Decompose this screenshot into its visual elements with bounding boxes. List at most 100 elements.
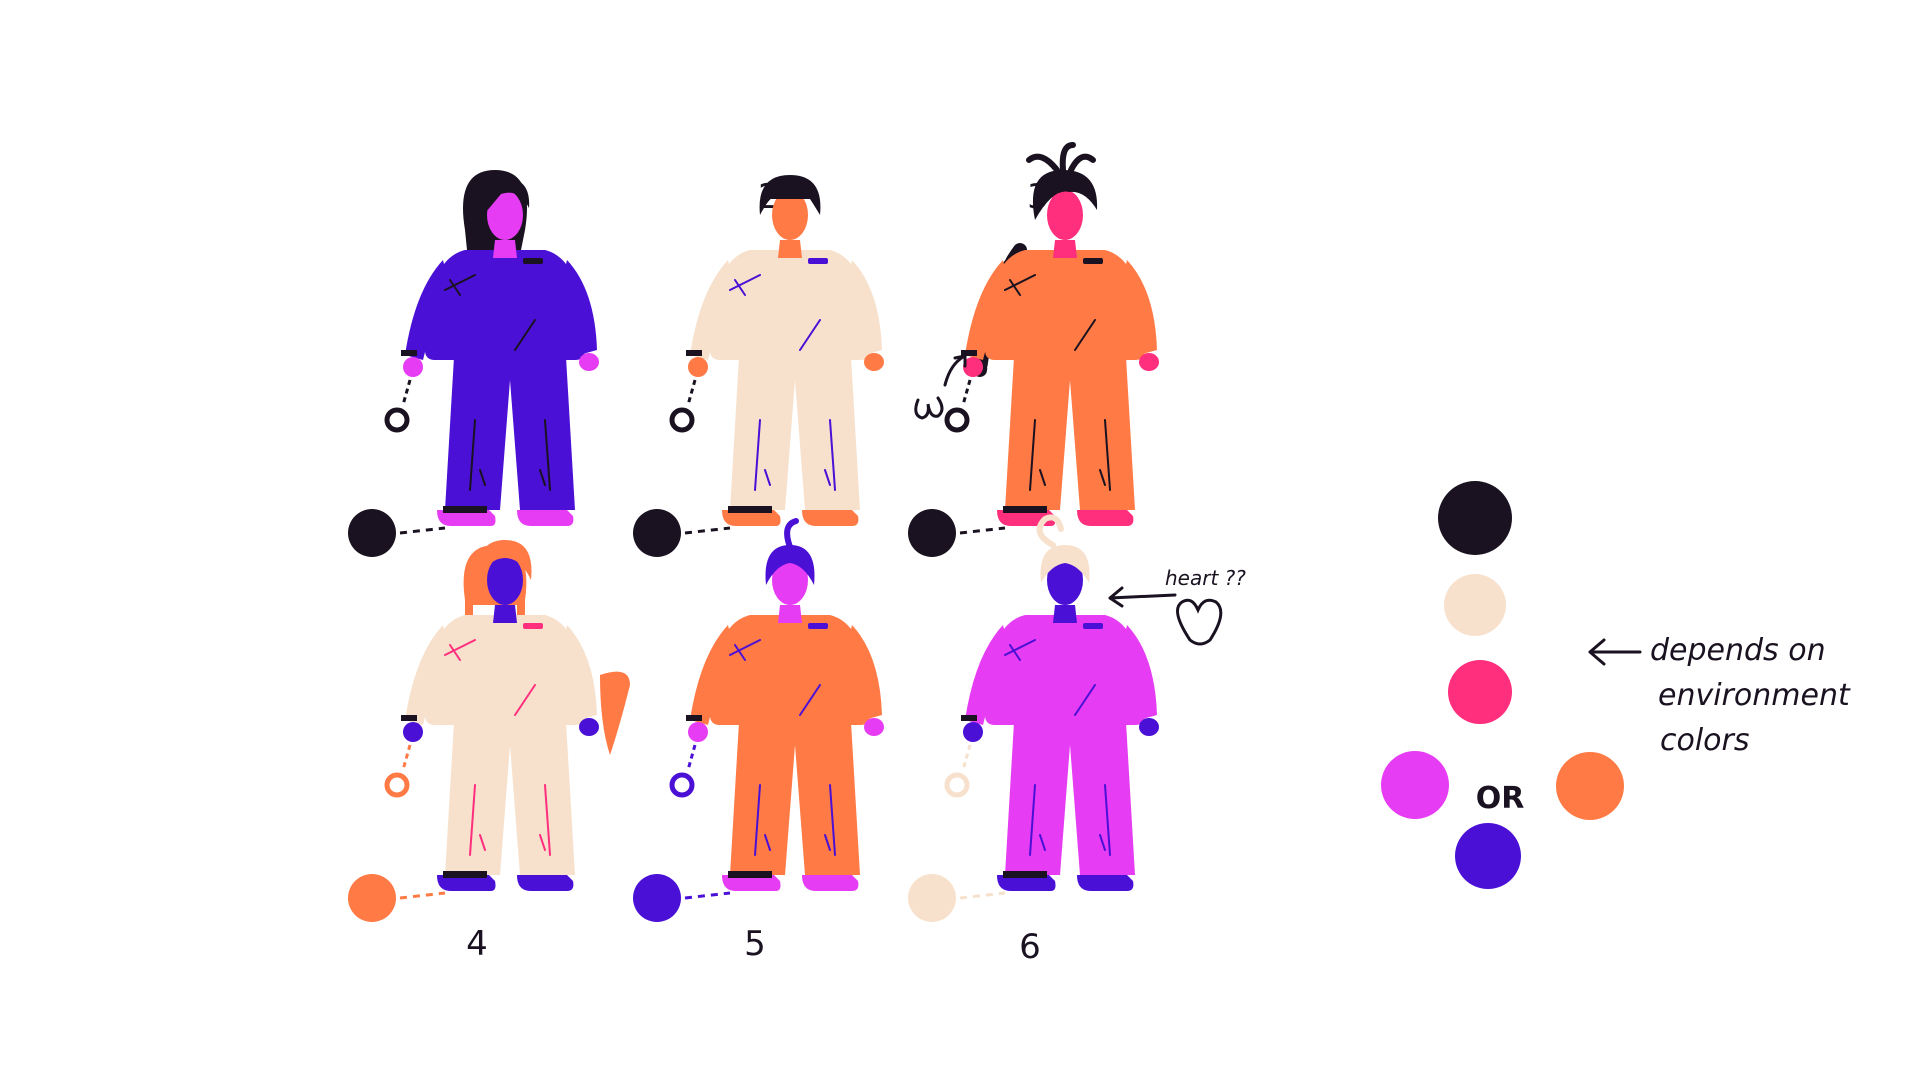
left-shoe xyxy=(997,875,1056,891)
swatch-cream xyxy=(1444,574,1506,636)
suit-lines xyxy=(444,639,551,856)
ball-and-chain xyxy=(633,874,681,922)
right-arm xyxy=(845,260,882,355)
chest-patch xyxy=(808,258,828,264)
heart-annotation: heart ?? xyxy=(1108,566,1246,646)
neck xyxy=(1053,605,1077,623)
left-hand xyxy=(688,722,708,742)
ball-and-chain xyxy=(908,874,956,922)
swatch-purple xyxy=(1455,823,1521,889)
suit-lines xyxy=(729,274,836,491)
arrow-left-icon xyxy=(1588,638,1642,666)
cuff-chain xyxy=(686,379,697,406)
color-palette xyxy=(1381,481,1624,889)
swatch-orange xyxy=(1556,752,1624,820)
shoe-strap xyxy=(443,506,487,513)
jumpsuit-torso xyxy=(710,250,870,360)
jumpsuit-legs xyxy=(445,705,575,875)
figure-3-arrow-doodle xyxy=(914,354,967,420)
right-arm xyxy=(845,625,882,720)
left-hand xyxy=(963,722,983,742)
face xyxy=(487,555,523,605)
chest-patch xyxy=(1083,623,1103,629)
left-hand xyxy=(688,357,708,377)
left-arm xyxy=(690,625,735,725)
face xyxy=(487,190,523,240)
right-hand xyxy=(864,353,884,371)
jumpsuit-torso xyxy=(985,615,1145,725)
chain xyxy=(959,891,1006,900)
hair-top xyxy=(1032,170,1098,220)
neck xyxy=(493,240,517,258)
right-hand xyxy=(579,718,599,736)
shoe-strap xyxy=(443,871,487,878)
cuff-ring xyxy=(669,772,695,798)
ball-and-chain xyxy=(633,509,681,557)
neck xyxy=(778,605,802,623)
left-shoe xyxy=(437,875,496,891)
environment-note: depends on environment colors xyxy=(1588,633,1851,758)
swatch-pink xyxy=(1448,660,1512,724)
neck xyxy=(1053,240,1077,258)
hair-strands xyxy=(1026,142,1096,173)
figures-group xyxy=(348,142,1159,922)
right-arm xyxy=(560,260,597,355)
cuff xyxy=(961,715,977,721)
figure-label-4: 4 xyxy=(466,924,488,964)
right-shoe xyxy=(517,875,574,891)
heart-note: heart ?? xyxy=(1165,566,1246,590)
suit-lines xyxy=(444,274,551,491)
cuff-ring xyxy=(944,407,970,433)
cuff-ring xyxy=(944,772,970,798)
cuff-chain xyxy=(686,744,697,771)
figure-label-5: 5 xyxy=(744,924,766,964)
left-shoe xyxy=(437,510,496,526)
left-hand xyxy=(403,722,423,742)
ponytail xyxy=(600,671,630,755)
right-shoe xyxy=(1077,875,1134,891)
figure-2 xyxy=(633,175,884,557)
cuff-chain xyxy=(401,744,412,771)
figure-6 xyxy=(908,514,1159,922)
right-shoe xyxy=(802,875,859,891)
chain xyxy=(399,526,446,535)
right-hand xyxy=(1139,718,1159,736)
hair-bun xyxy=(1036,514,1064,548)
jumpsuit-torso xyxy=(985,250,1145,360)
chest-patch xyxy=(523,258,543,264)
face xyxy=(772,555,808,605)
figure-3 xyxy=(908,142,1159,557)
left-arm xyxy=(405,260,450,360)
neck xyxy=(778,240,802,258)
jumpsuit-legs xyxy=(1005,705,1135,875)
right-hand xyxy=(1139,353,1159,371)
chest-patch xyxy=(523,623,543,629)
jumpsuit-torso xyxy=(425,615,585,725)
heart-doodle-icon xyxy=(1176,598,1223,646)
chain xyxy=(684,891,731,900)
shoe-strap xyxy=(728,506,772,513)
arrow-left-icon xyxy=(1108,586,1177,608)
hair-top xyxy=(759,175,821,215)
ball-and-chain xyxy=(348,509,396,557)
figure-label-6: 6 xyxy=(1019,927,1041,967)
right-arm xyxy=(560,625,597,720)
swatch-black xyxy=(1438,481,1512,555)
suit-lines xyxy=(1004,639,1111,856)
cuff-chain xyxy=(961,379,972,406)
figure-1 xyxy=(348,170,599,557)
left-arm xyxy=(690,260,735,360)
figure-5 xyxy=(633,518,884,922)
cuff xyxy=(401,350,417,356)
cuff-chain xyxy=(401,379,412,406)
figure-4 xyxy=(348,540,630,922)
face xyxy=(1047,555,1083,605)
shoe-strap xyxy=(1003,506,1047,513)
ball-and-chain xyxy=(348,874,396,922)
shoe-strap xyxy=(728,871,772,878)
environment-note-line-3: colors xyxy=(1660,723,1750,758)
cuff xyxy=(401,715,417,721)
right-arm xyxy=(1120,625,1157,720)
left-hand xyxy=(403,357,423,377)
